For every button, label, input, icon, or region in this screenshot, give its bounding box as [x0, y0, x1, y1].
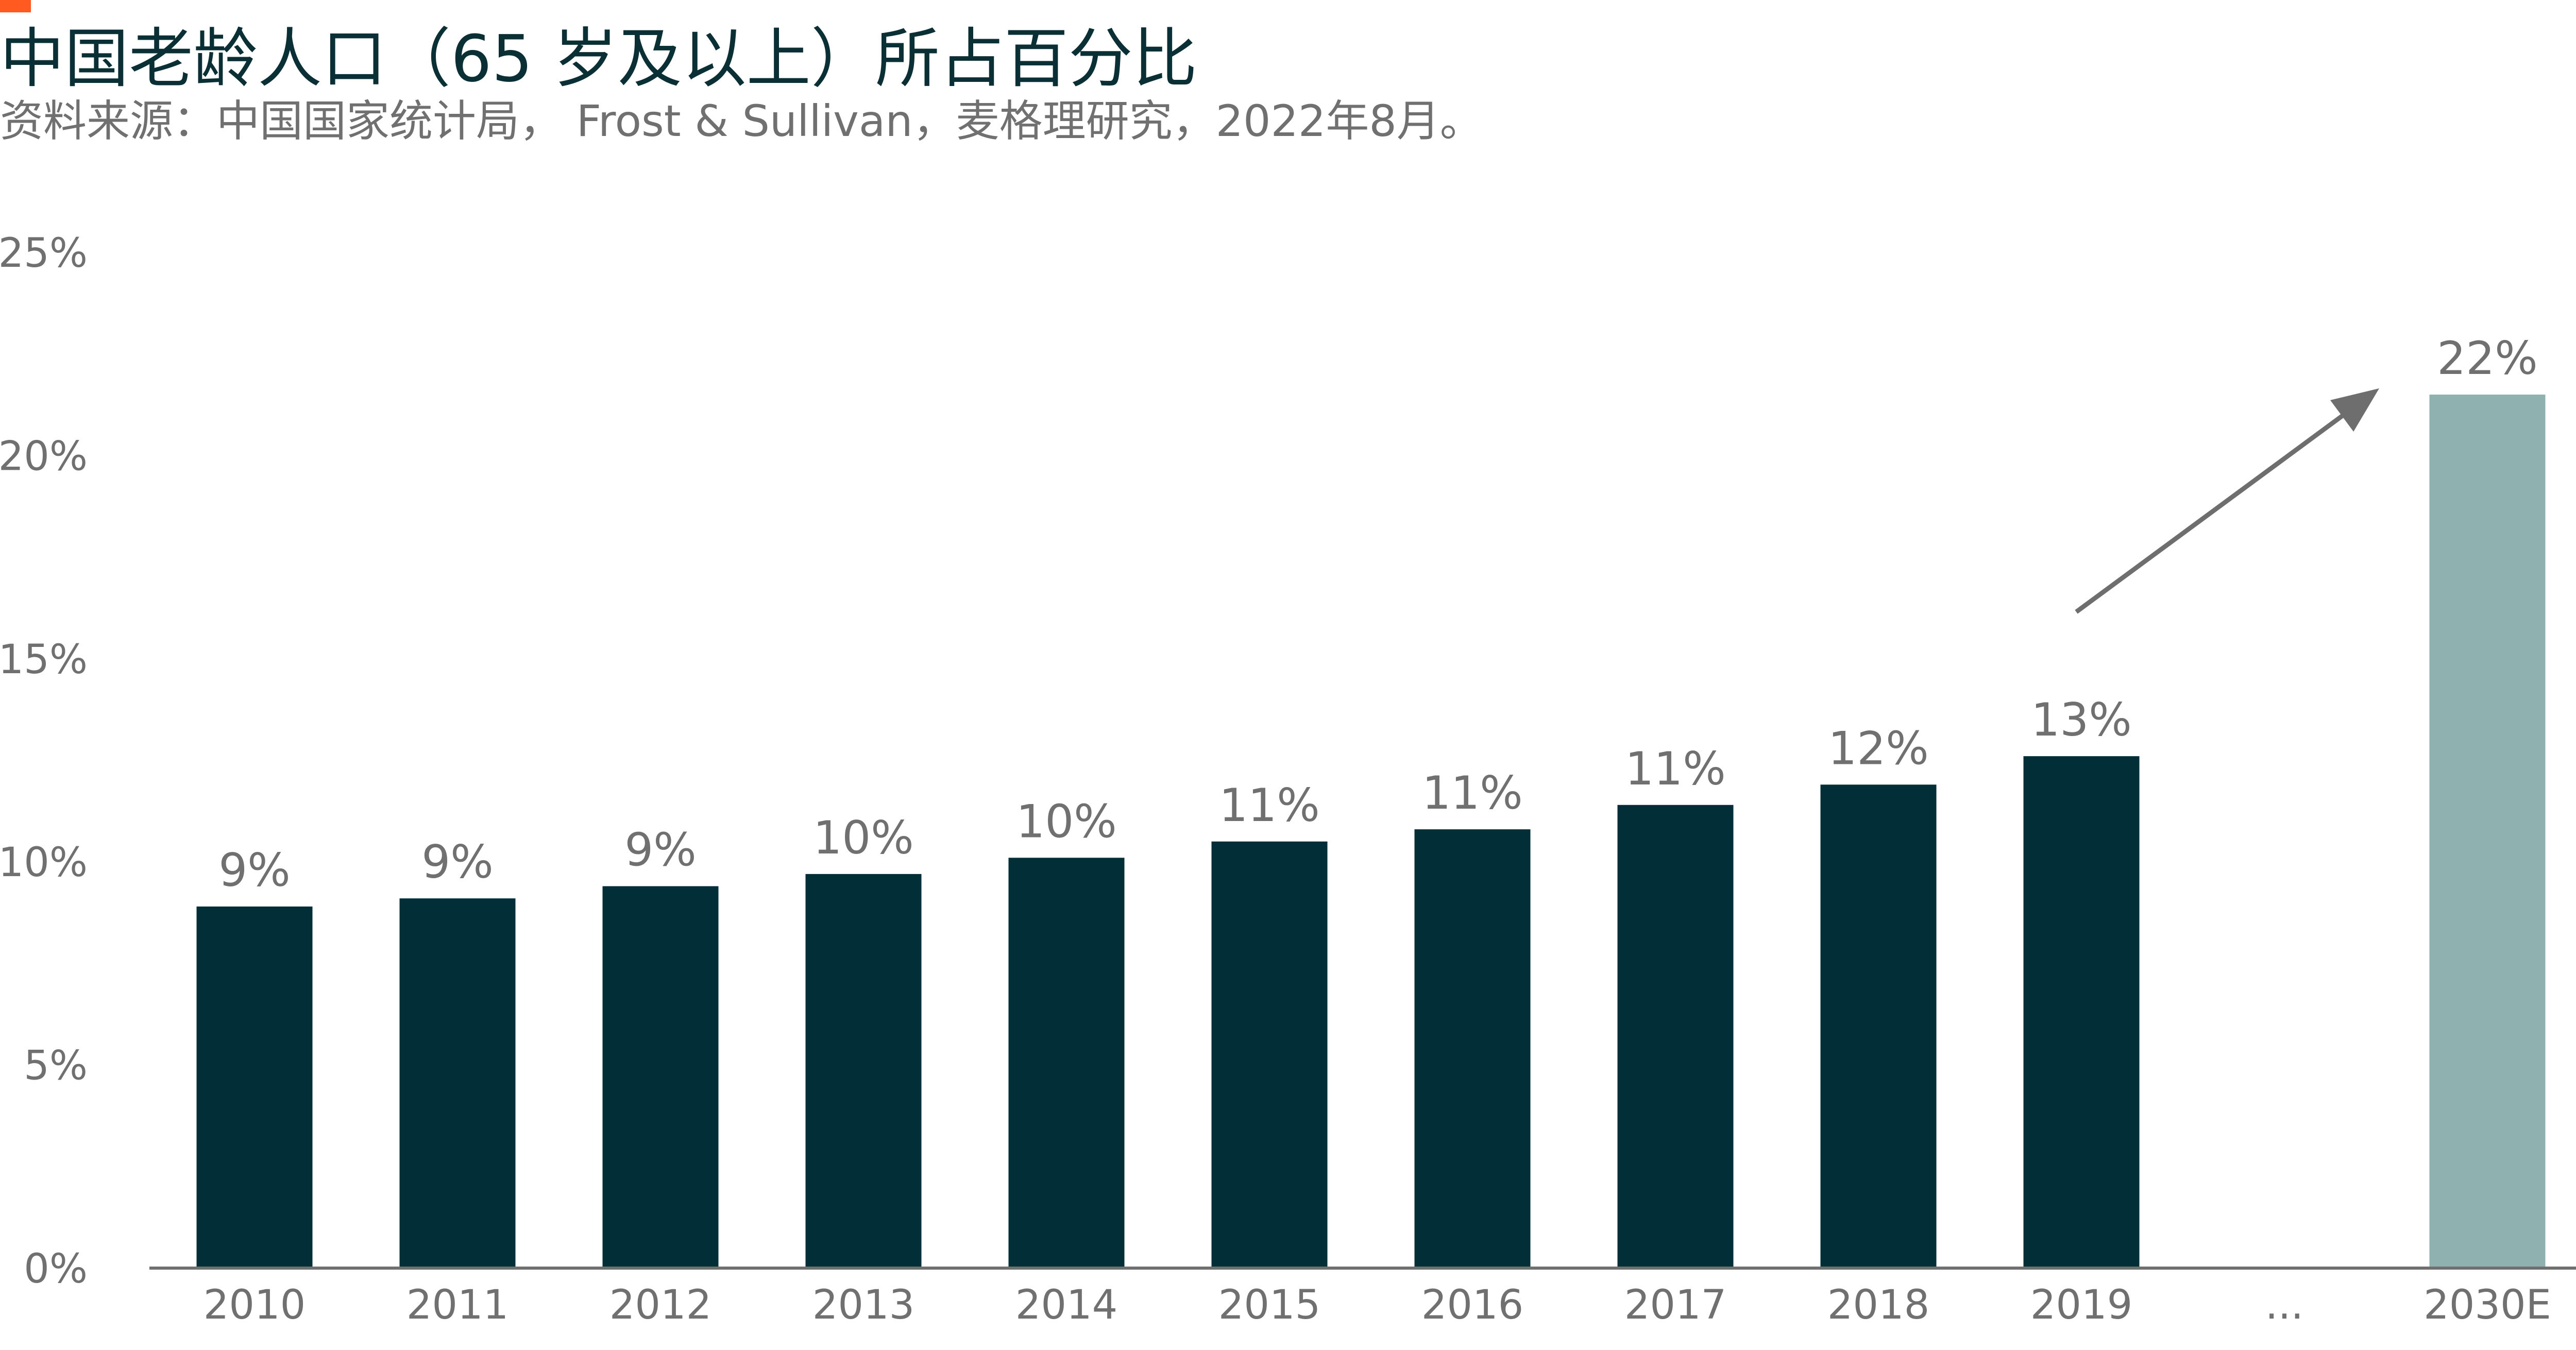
bar-value-label-2017: 11% — [1625, 742, 1726, 795]
x-tick-label-2011: 2011 — [406, 1282, 509, 1328]
trend-arrow-head — [2330, 388, 2379, 432]
x-tick-label-2013: 2013 — [812, 1282, 915, 1328]
x-tick-label-2017: 2017 — [1624, 1282, 1727, 1328]
y-tick-label: 20% — [0, 433, 88, 480]
trend-arrow-shaft — [2075, 402, 2360, 614]
bar-2017 — [1617, 805, 1734, 1268]
bar-2014 — [1008, 858, 1125, 1268]
bar-value-label-2015: 11% — [1219, 779, 1320, 832]
y-tick-label: 5% — [24, 1043, 88, 1089]
y-tick-label: 15% — [0, 637, 88, 683]
chart-title: 中国老龄人口（65 岁及以上）所占百分比 — [0, 22, 1197, 96]
x-tick-label-2015: 2015 — [1218, 1282, 1321, 1328]
bar-2019 — [2023, 756, 2140, 1268]
accent-mark — [0, 0, 31, 12]
x-tick-label-2014: 2014 — [1015, 1282, 1118, 1328]
y-tick-label: 10% — [0, 840, 88, 886]
bar-2018 — [1820, 784, 1937, 1268]
bar-value-label-2014: 10% — [1016, 795, 1117, 848]
trend-arrow — [2075, 388, 2379, 614]
bars — [196, 395, 2546, 1268]
bar-2013 — [805, 874, 922, 1268]
bar-2010 — [196, 906, 313, 1268]
bar-value-label-2018: 12% — [1828, 722, 1929, 775]
bar-2015 — [1211, 841, 1328, 1268]
bar-value-labels: 9% 9% 9% 10% 10% 11% 11% 11% 12% 13% 22% — [218, 332, 2538, 897]
chart-subtitle: 资料来源：中国国家统计局， Frost & Sullivan，麦格理研究，202… — [0, 96, 1483, 146]
bar-value-label-2011: 9% — [421, 835, 494, 888]
bar-value-label-2030E: 22% — [2437, 332, 2538, 385]
bar-2012 — [602, 886, 719, 1268]
x-tick-label-2010: 2010 — [204, 1282, 306, 1328]
bar-value-label-2019: 13% — [2031, 693, 2132, 746]
y-axis-labels: 0% 5% 10% 15% 20% 25% — [0, 230, 88, 1292]
bar-2030E — [2429, 395, 2546, 1268]
x-tick-label-2030E: 2030E — [2424, 1282, 2551, 1328]
x-tick-label-2018: 2018 — [1827, 1282, 1930, 1328]
y-tick-label: 25% — [0, 230, 88, 277]
x-tick-label-2019: 2019 — [2030, 1282, 2133, 1328]
x-tick-label-gap: ... — [2265, 1282, 2303, 1328]
y-tick-label: 0% — [24, 1246, 88, 1292]
x-axis-labels: 2010 2011 2012 2013 2014 2015 2016 2017 2018 2019… — [204, 1282, 2551, 1328]
bar-value-label-2013: 10% — [813, 811, 914, 864]
bar-2011 — [399, 898, 516, 1268]
x-tick-label-2012: 2012 — [609, 1282, 712, 1328]
x-tick-label-2016: 2016 — [1421, 1282, 1524, 1328]
bar-value-label-2016: 11% — [1422, 766, 1523, 819]
bar-2016 — [1414, 829, 1531, 1268]
bar-value-label-2012: 9% — [624, 824, 697, 877]
bar-value-label-2010: 9% — [218, 844, 291, 897]
